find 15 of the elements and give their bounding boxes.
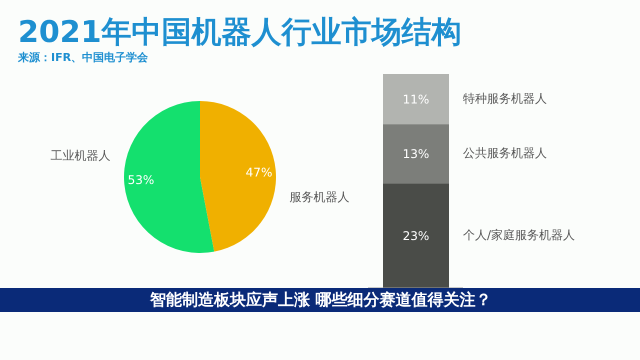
series-label: 特种服务机器人 (463, 91, 547, 106)
chart-title: 2021年中国机器人行业市场结构 (18, 15, 462, 50)
pie-slice (124, 101, 214, 253)
data-label: 47% (246, 165, 272, 180)
data-label: 23% (402, 228, 430, 243)
source-note: 来源：IFR、中国电子学会 (18, 50, 148, 65)
pie-slice (200, 101, 276, 252)
text: 智能制造板块应声上涨 哪些细分赛道值得关注？ (0, 288, 640, 312)
data-label: 13% (402, 146, 430, 161)
series-label: 个人/家庭服务机器人 (463, 228, 576, 242)
data-label: 53% (128, 173, 154, 188)
data-label: 11% (402, 92, 430, 106)
slice-label: 工业机器人 (50, 148, 110, 163)
slice-label: 服务机器人 (290, 190, 350, 204)
series-label: 公共服务机器人 (463, 146, 547, 160)
